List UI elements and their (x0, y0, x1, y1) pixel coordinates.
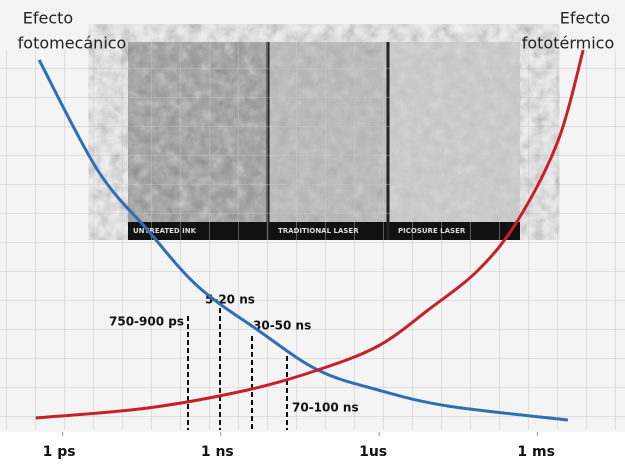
axis-band (0, 432, 625, 466)
x-tick-label: 1 ms (517, 444, 555, 460)
photo-label: TRADITIONAL LASER (278, 227, 359, 235)
pulse-label: 30-50 ns (253, 319, 311, 333)
corner-label: Efecto (23, 9, 73, 28)
curve (35, 49, 585, 420)
corner-label: fotomecánico (18, 34, 127, 53)
photo-label: PICOSURE LASER (398, 227, 466, 235)
x-tick-label: 1 ps (43, 444, 76, 460)
x-tick-label: 1 ns (201, 444, 234, 460)
pulse-label: 70-100 ns (292, 401, 359, 415)
photo: UNTREATED INK TRADITIONAL LASER PICOSURE… (128, 42, 520, 240)
corner-label: fototérmico (522, 34, 615, 53)
x-tick-label: 1us (359, 444, 387, 460)
photo-label: UNTREATED INK (133, 227, 197, 235)
pulse-label: 750-900 ps (109, 315, 184, 329)
corner-label: Efecto (560, 9, 610, 28)
curve (37, 59, 569, 422)
